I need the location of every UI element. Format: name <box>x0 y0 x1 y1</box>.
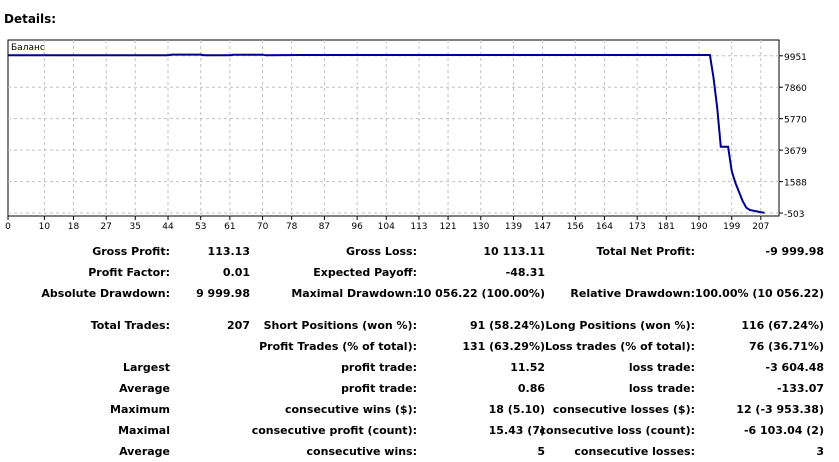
stat-value: -48.31 <box>505 266 545 279</box>
plot-frame <box>7 39 780 217</box>
stat-label: consecutive loss (count): <box>539 424 695 437</box>
stat-label: Average <box>119 445 170 458</box>
stat-label: Profit Factor: <box>88 266 170 279</box>
stat-label: Maximal Drawdown: <box>291 287 417 300</box>
y-tick-label: 7860 <box>784 84 807 94</box>
x-tick-label: 18 <box>68 222 80 232</box>
stat-label: Total Net Profit: <box>596 245 696 258</box>
stat-value: 10 056.22 (100.00%) <box>416 287 545 300</box>
x-tick-label: 147 <box>534 222 551 232</box>
stat-label: profit trade: <box>341 361 417 374</box>
stat-value: 116 (67.24%) <box>741 319 824 332</box>
x-tick-label: 164 <box>596 222 613 232</box>
stat-value: -3 604.48 <box>765 361 825 374</box>
x-tick-label: 121 <box>439 222 456 232</box>
stat-value: 11.52 <box>510 361 545 374</box>
stat-value: 0.86 <box>517 382 545 395</box>
stat-value: 207 <box>227 319 250 332</box>
stat-value: 5 <box>537 445 545 458</box>
x-tick-label: 190 <box>690 222 707 232</box>
stat-label: consecutive losses: <box>574 445 695 458</box>
x-tick-label: 53 <box>195 222 206 232</box>
stat-value: 12 (-3 953.38) <box>736 403 824 416</box>
stat-value: 9 999.98 <box>196 287 250 300</box>
y-tick-label: 9951 <box>784 53 807 63</box>
balance-line <box>8 53 765 214</box>
y-tick-label: 5770 <box>784 116 807 126</box>
y-tick-label: 3679 <box>784 147 807 157</box>
x-tick-label: 96 <box>351 222 363 232</box>
legend-label: Баланс <box>11 43 45 53</box>
stat-value: 18 (5.10) <box>488 403 545 416</box>
stat-value: 131 (63.29%) <box>462 340 545 353</box>
stat-label: Gross Profit: <box>92 245 170 258</box>
stat-label: consecutive wins ($): <box>284 403 417 416</box>
stat-label: loss trade: <box>628 382 695 395</box>
stat-label: Expected Payoff: <box>313 266 417 279</box>
x-tick-label: 87 <box>319 222 330 232</box>
stat-label: Loss trades (% of total): <box>544 340 695 353</box>
y-tick-label: 1588 <box>784 179 807 189</box>
balance-chart: 0 10 18 27 35 44 53 61 70 78 87 96 104 113 121 130 139 14… <box>0 36 839 236</box>
x-tick-label: 139 <box>505 222 522 232</box>
stat-value: -133.07 <box>776 382 824 395</box>
stat-value: -9 999.98 <box>765 245 825 258</box>
stat-label: Total Trades: <box>90 319 170 332</box>
x-tick-label: 10 <box>39 222 51 232</box>
x-tick-label: 0 <box>5 222 11 232</box>
stat-label: profit trade: <box>341 382 417 395</box>
stat-label: Short Positions (won %): <box>263 319 417 332</box>
x-tick-label: 44 <box>162 222 174 232</box>
stat-label: Relative Drawdown: <box>570 287 695 300</box>
stat-label: loss trade: <box>628 361 695 374</box>
x-tick-label: 35 <box>130 222 141 232</box>
stat-label: Maximal <box>118 424 170 437</box>
details-heading: Details: <box>4 12 57 26</box>
y-tick-label: -503 <box>784 210 804 220</box>
x-tick-label: 78 <box>286 222 298 232</box>
x-tick-label: 130 <box>472 222 489 232</box>
stat-label: consecutive losses ($): <box>552 403 695 416</box>
stat-label: consecutive profit (count): <box>251 424 417 437</box>
stat-label: Largest <box>123 361 170 374</box>
x-tick-label: 113 <box>410 222 427 232</box>
stat-value: -6 103.04 (2) <box>743 424 824 437</box>
stat-value: 113.13 <box>207 245 250 258</box>
x-tick-label: 104 <box>378 222 395 232</box>
stat-label: Maximum <box>110 403 170 416</box>
stat-value: 91 (58.24%) <box>469 319 545 332</box>
stat-value: 76 (36.71%) <box>748 340 824 353</box>
stat-label: Average <box>119 382 170 395</box>
stat-label: consecutive wins: <box>306 445 417 458</box>
stat-value: 3 <box>816 445 824 458</box>
stat-value: 15.43 (7) <box>488 424 545 437</box>
stat-value: 10 113.11 <box>483 245 545 258</box>
stat-value: 0.01 <box>222 266 250 279</box>
balance-chart-svg: 0 10 18 27 35 44 53 61 70 78 87 96 104 113 121 130 139 14… <box>5 39 807 232</box>
x-tick-label: 207 <box>752 222 769 232</box>
stat-label: Long Positions (won %): <box>545 319 695 332</box>
x-tick-label: 156 <box>567 222 584 232</box>
stat-label: Absolute Drawdown: <box>41 287 170 300</box>
x-tick-label: 173 <box>629 222 646 232</box>
x-tick-label: 181 <box>658 222 675 232</box>
x-tick-label: 27 <box>100 222 111 232</box>
stat-value: 100.00% (10 056.22) <box>695 287 824 300</box>
x-tick-label: 70 <box>257 222 269 232</box>
x-tick-label: 199 <box>723 222 740 232</box>
stat-label: Profit Trades (% of total): <box>259 340 417 353</box>
x-tick-label: 61 <box>224 222 235 232</box>
stat-label: Gross Loss: <box>346 245 417 258</box>
